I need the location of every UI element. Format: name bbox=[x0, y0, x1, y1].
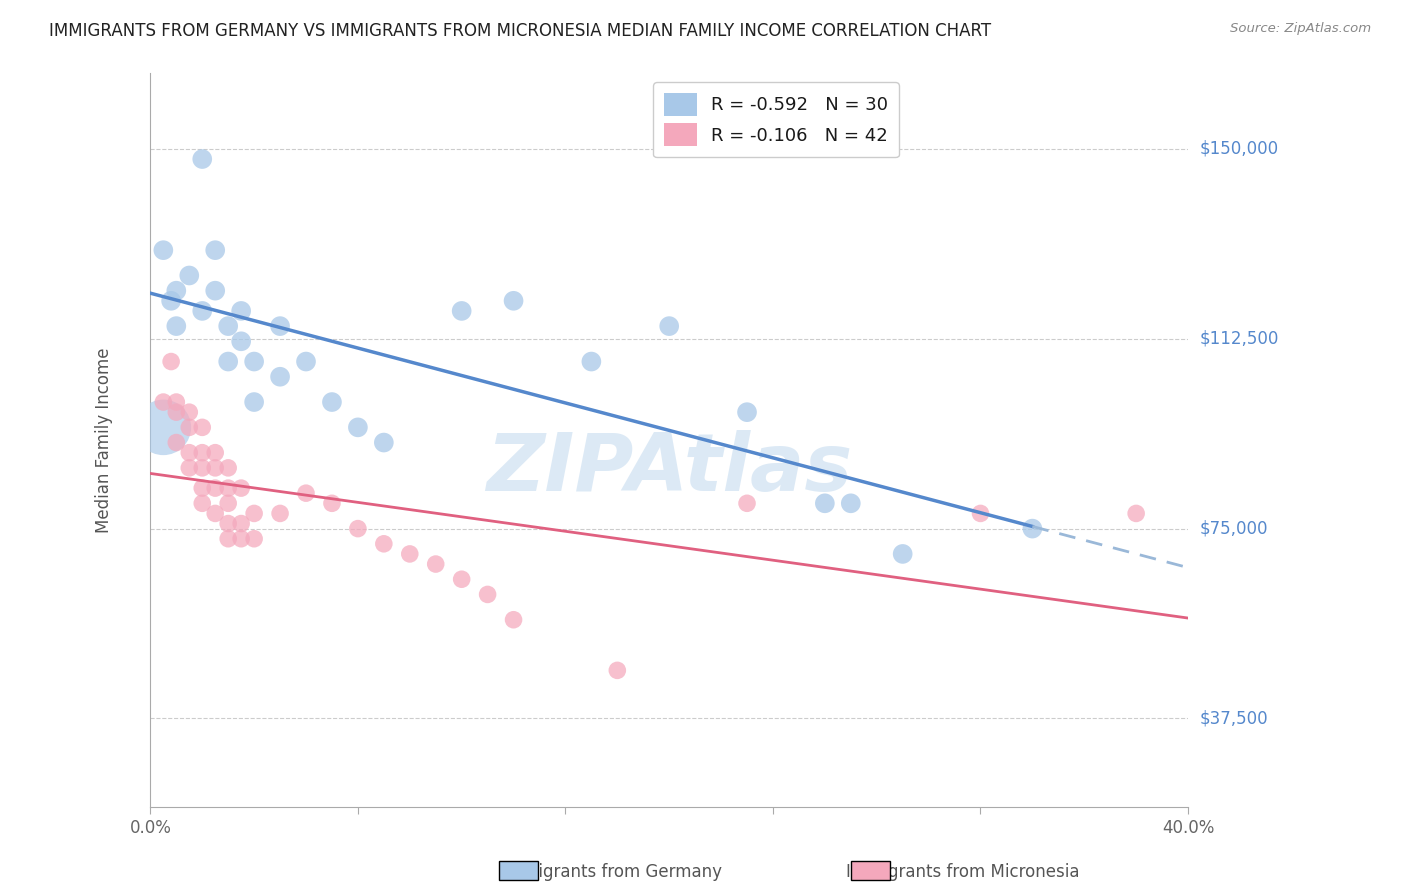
Point bbox=[217, 461, 239, 475]
Point bbox=[243, 395, 266, 409]
Point bbox=[152, 395, 174, 409]
Point bbox=[269, 507, 291, 521]
Point bbox=[425, 557, 447, 571]
Point bbox=[179, 445, 201, 459]
Point bbox=[347, 522, 370, 536]
Point bbox=[295, 354, 318, 368]
Point bbox=[373, 435, 395, 450]
Point bbox=[735, 405, 758, 419]
Point bbox=[191, 420, 214, 434]
Point bbox=[179, 461, 201, 475]
Point bbox=[191, 304, 214, 318]
Point bbox=[295, 486, 318, 500]
Point bbox=[243, 532, 266, 546]
Text: IMMIGRANTS FROM GERMANY VS IMMIGRANTS FROM MICRONESIA MEDIAN FAMILY INCOME CORRE: IMMIGRANTS FROM GERMANY VS IMMIGRANTS FR… bbox=[49, 22, 991, 40]
Point bbox=[658, 319, 681, 334]
Text: $150,000: $150,000 bbox=[1199, 140, 1278, 158]
Point bbox=[1021, 522, 1043, 536]
Point bbox=[231, 334, 253, 349]
Point bbox=[502, 293, 524, 308]
Point bbox=[165, 284, 187, 298]
Point bbox=[231, 304, 253, 318]
Point bbox=[321, 395, 343, 409]
Point bbox=[243, 354, 266, 368]
Point bbox=[152, 243, 174, 257]
Point bbox=[204, 445, 226, 459]
Text: Median Family Income: Median Family Income bbox=[94, 347, 112, 533]
Point bbox=[814, 496, 837, 510]
Point bbox=[165, 395, 187, 409]
Point bbox=[165, 435, 187, 450]
Point bbox=[891, 547, 914, 561]
Point bbox=[217, 496, 239, 510]
Point bbox=[191, 152, 214, 166]
Point bbox=[191, 461, 214, 475]
Text: $37,500: $37,500 bbox=[1199, 709, 1268, 728]
Point bbox=[839, 496, 862, 510]
Text: $112,500: $112,500 bbox=[1199, 330, 1278, 348]
Point bbox=[450, 304, 472, 318]
Point bbox=[160, 293, 183, 308]
Point bbox=[398, 547, 420, 561]
Text: Source: ZipAtlas.com: Source: ZipAtlas.com bbox=[1230, 22, 1371, 36]
Point bbox=[231, 532, 253, 546]
Point bbox=[231, 516, 253, 531]
Point bbox=[204, 243, 226, 257]
Text: $75,000: $75,000 bbox=[1199, 520, 1268, 538]
Point bbox=[165, 319, 187, 334]
Point bbox=[191, 481, 214, 495]
Point bbox=[217, 481, 239, 495]
Point bbox=[606, 664, 628, 678]
Point bbox=[969, 507, 991, 521]
Point bbox=[581, 354, 603, 368]
Point bbox=[179, 405, 201, 419]
Point bbox=[243, 507, 266, 521]
Point bbox=[217, 516, 239, 531]
Point bbox=[231, 481, 253, 495]
Point bbox=[204, 507, 226, 521]
Point bbox=[217, 319, 239, 334]
Point bbox=[204, 481, 226, 495]
Text: Immigrants from Germany: Immigrants from Germany bbox=[501, 863, 723, 881]
Point bbox=[450, 572, 472, 586]
Point bbox=[477, 587, 499, 601]
Point bbox=[204, 284, 226, 298]
Point bbox=[217, 354, 239, 368]
Text: Immigrants from Micronesia: Immigrants from Micronesia bbox=[846, 863, 1080, 881]
Point bbox=[160, 354, 183, 368]
Point bbox=[321, 496, 343, 510]
Point bbox=[347, 420, 370, 434]
Point bbox=[191, 445, 214, 459]
Point bbox=[269, 319, 291, 334]
Point bbox=[269, 369, 291, 384]
Point bbox=[191, 496, 214, 510]
Point bbox=[735, 496, 758, 510]
Point bbox=[373, 537, 395, 551]
Point bbox=[179, 268, 201, 283]
Point bbox=[1125, 507, 1147, 521]
Point bbox=[502, 613, 524, 627]
Point bbox=[179, 420, 201, 434]
Legend: R = -0.592   N = 30, R = -0.106   N = 42: R = -0.592 N = 30, R = -0.106 N = 42 bbox=[654, 82, 898, 157]
Point bbox=[152, 420, 174, 434]
Point bbox=[217, 532, 239, 546]
Text: ZIPAtlas: ZIPAtlas bbox=[486, 430, 852, 508]
Point bbox=[204, 461, 226, 475]
Point bbox=[165, 405, 187, 419]
